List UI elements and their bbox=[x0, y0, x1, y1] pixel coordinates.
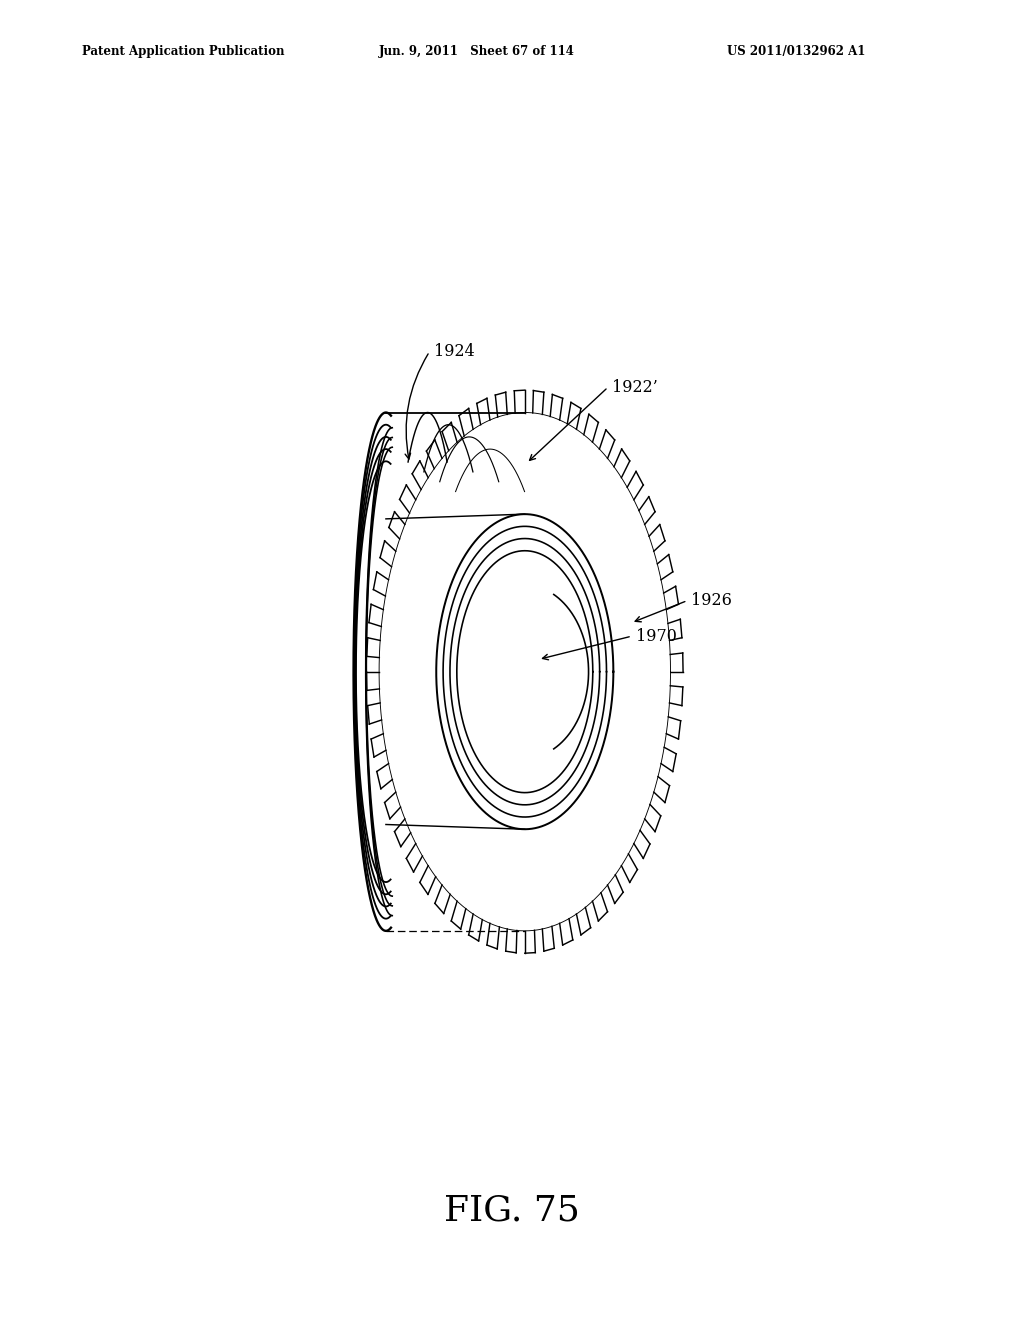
Text: 1970: 1970 bbox=[636, 627, 677, 644]
Text: Patent Application Publication: Patent Application Publication bbox=[82, 45, 285, 58]
Text: 1926: 1926 bbox=[691, 593, 732, 609]
Text: 1922’: 1922’ bbox=[612, 379, 657, 396]
Text: US 2011/0132962 A1: US 2011/0132962 A1 bbox=[727, 45, 865, 58]
Text: 1924: 1924 bbox=[433, 343, 474, 360]
Text: FIG. 75: FIG. 75 bbox=[444, 1193, 580, 1228]
Text: Jun. 9, 2011   Sheet 67 of 114: Jun. 9, 2011 Sheet 67 of 114 bbox=[379, 45, 574, 58]
